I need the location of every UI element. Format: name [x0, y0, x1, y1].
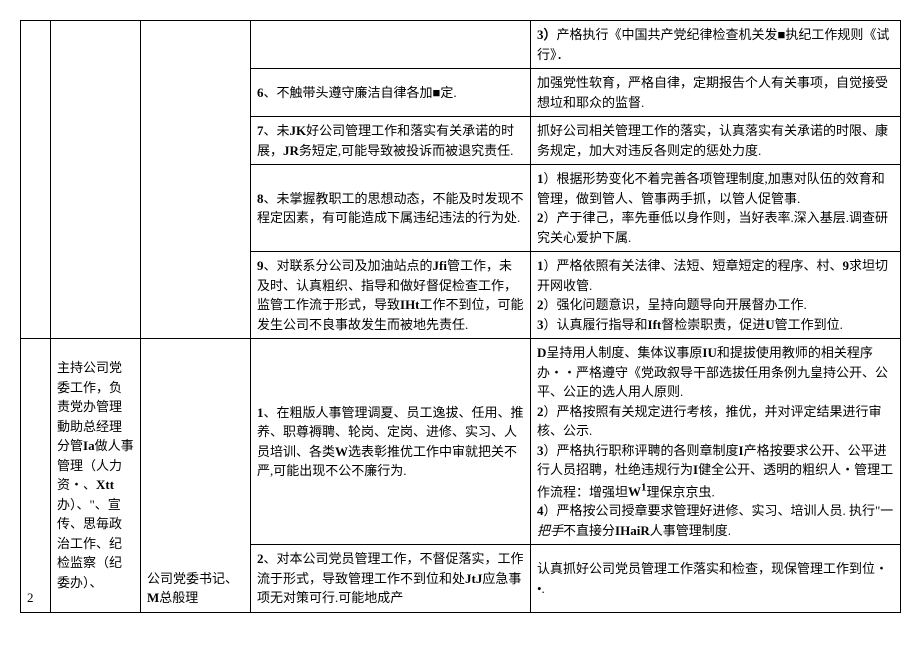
table-row: 3）产格执行《中国共产党纪律检查机关发■执纪工作规则《试行》． [21, 21, 901, 69]
cell-measure: 加强党性软育，严格自律，定期报告个人有关事项，自觉接受想垃和耶众的监督. [531, 69, 901, 117]
cell-measure: 抓好公司相关管理工作的落实，认真落实有关承诺的时限、康务规定，加大对违反各则定的… [531, 117, 901, 165]
cell-risk: 6、不触带头遵守廉洁自律各加■定. [251, 69, 531, 117]
cell-role [51, 21, 141, 339]
cell-measure: 1）根据形势变化不着完善各项管理制度,加惠对队伍的效育和管理，做到管人、管事两手… [531, 165, 901, 252]
risk-table: 3）产格执行《中国共产党纪律检查机关发■执纪工作规则《试行》． 6、不触带头遵守… [20, 20, 901, 613]
cell-risk: 2、对本公司党员管理工作，不督促落实，工作流于形式，导致管理工作不到位和处JtJ… [251, 545, 531, 613]
cell-name [141, 21, 251, 339]
cell-risk: 8、未掌握教职工的思想动态，不能及时发现不程定因素，有可能造成下属违纪违法的行为… [251, 165, 531, 252]
cell-risk: 1、在粗版人事管理调夏、员工逸拔、任用、推养、职尊褥聘、轮岗、定岗、进修、实习、… [251, 339, 531, 545]
cell-measure: 1）严格依照有关法律、法短、短章短定的程序、村、9求坦切开网收管.2）强化问题意… [531, 252, 901, 339]
cell-num: 2 [21, 339, 51, 613]
cell-risk: 9、对联系分公司及加油站点的Jfi管工作，未及时、认真粗织、指导和做好督促检查工… [251, 252, 531, 339]
cell-measure: 认真抓好公司党员管理工作落实和检查，现保管理工作到位・•. [531, 545, 901, 613]
table-row: 2 主持公司党委工作，负责党办管理 動助总经理分管Ia做人事管理（人力资・、Xt… [21, 339, 901, 545]
cell-name: 公司党委书记、M总般理 [141, 339, 251, 613]
cell-num [21, 21, 51, 339]
cell-risk [251, 21, 531, 69]
cell-risk: 7、未JK好公司管理工作和落实有关承诺的时展，JR务短定,可能导致被投诉而被退究… [251, 117, 531, 165]
cell-measure: D呈持用人制度、集体议事原IU和提拔使用教师的相关程序办・・严格遵守《党政叙导干… [531, 339, 901, 545]
cell-measure: 3）产格执行《中国共产党纪律检查机关发■执纪工作规则《试行》． [531, 21, 901, 69]
cell-role: 主持公司党委工作，负责党办管理 動助总经理分管Ia做人事管理（人力资・、Xtt办… [51, 339, 141, 613]
